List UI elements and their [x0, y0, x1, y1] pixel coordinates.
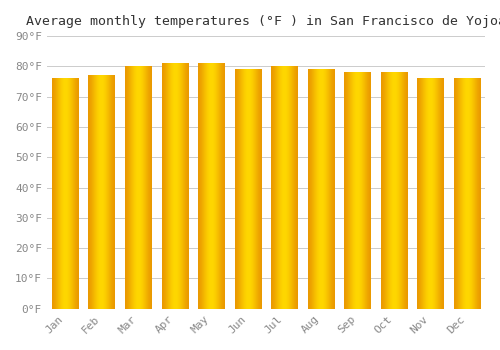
- Title: Average monthly temperatures (°F ) in San Francisco de Yojoa: Average monthly temperatures (°F ) in Sa…: [26, 15, 500, 28]
